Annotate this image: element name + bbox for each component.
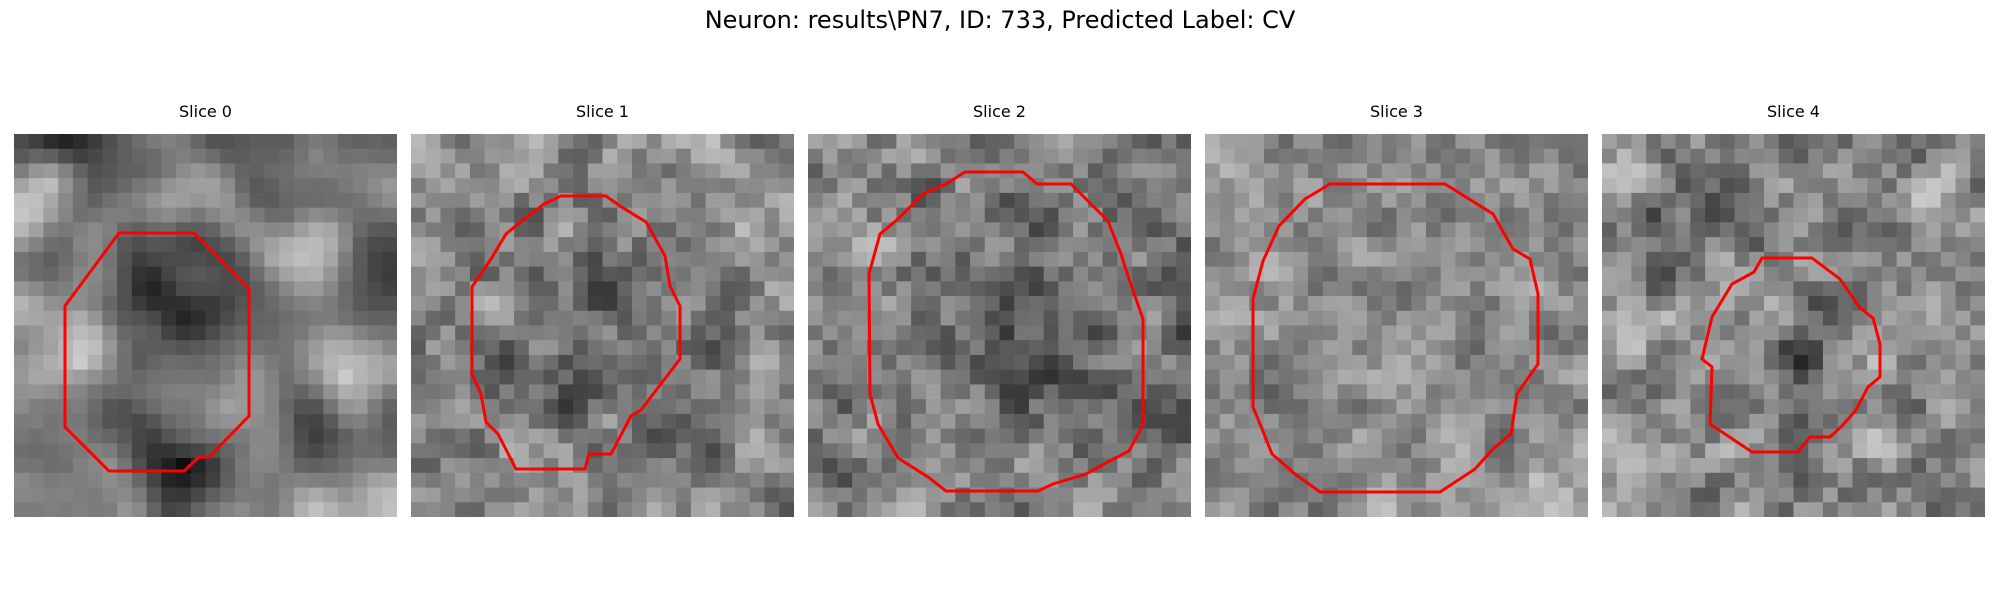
slice-image-4 <box>1602 134 1985 517</box>
slice-title-2: Slice 2 <box>973 102 1026 121</box>
contour-3 <box>1251 182 1540 494</box>
slice-title-4: Slice 4 <box>1767 102 1820 121</box>
slice-image-1 <box>411 134 794 517</box>
contour-4 <box>1700 256 1882 454</box>
contour-2 <box>867 170 1145 493</box>
slice-title-1: Slice 1 <box>576 102 629 121</box>
contour-1 <box>470 194 682 471</box>
slice-image-3 <box>1205 134 1588 517</box>
contour-0 <box>63 231 251 473</box>
slice-title-0: Slice 0 <box>179 102 232 121</box>
slice-title-3: Slice 3 <box>1370 102 1423 121</box>
slice-image-2 <box>808 134 1191 517</box>
slice-image-0 <box>14 134 397 517</box>
figure-title: Neuron: results\PN7, ID: 733, Predicted … <box>704 6 1296 34</box>
